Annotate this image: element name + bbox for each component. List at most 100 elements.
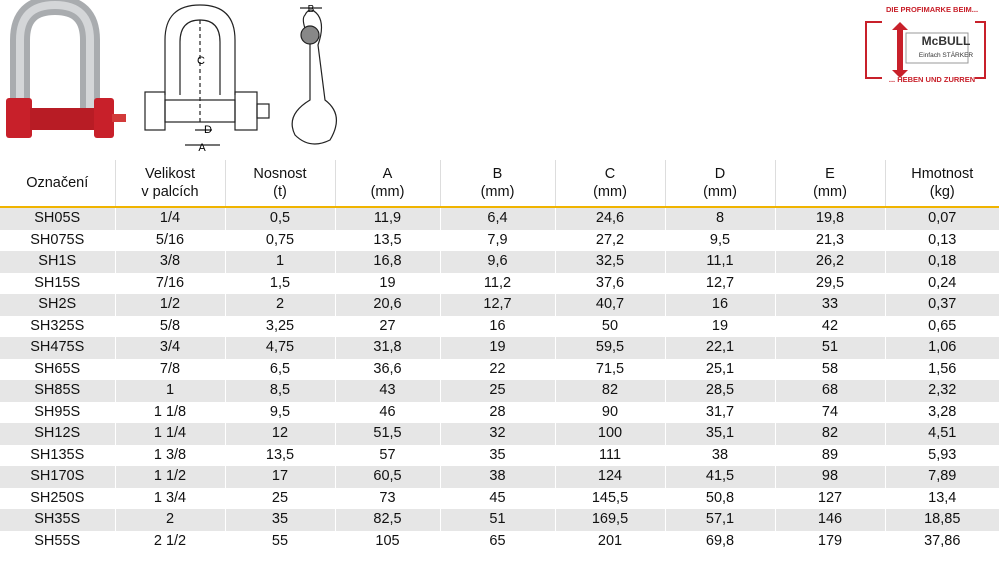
table-cell: 65: [439, 530, 555, 552]
table-cell: 13,5: [224, 444, 335, 466]
table-cell: 37,6: [554, 272, 665, 294]
table-cell: SH170S: [0, 466, 115, 488]
table-cell: SH85S: [0, 380, 115, 402]
table-cell: 82: [554, 380, 665, 402]
table-row: SH250S 1 3/4 25 73 45 145,5 50,8 127 13,4: [0, 487, 999, 509]
header-text: (mm): [593, 184, 627, 200]
header-cell: A (mm): [334, 160, 440, 208]
table-cell: 1: [114, 380, 225, 402]
header-text: (mm): [813, 184, 847, 200]
table-cell: SH05S: [0, 207, 115, 230]
header-cell: C (mm): [554, 160, 665, 208]
table-cell: 40,7: [554, 294, 665, 316]
table-cell: 32: [439, 423, 555, 445]
table-cell: 55: [224, 530, 335, 552]
table-cell: SH475S: [0, 337, 115, 359]
spec-table: Označení Velikost v palcích Nosnost (t) A (mm)…: [0, 160, 999, 552]
table-row: SH55S 2 1/2 55 105 65 201 69,8 179 37,86: [0, 530, 999, 552]
table-cell: 124: [554, 466, 665, 488]
table-cell: SH1S: [0, 251, 115, 273]
table-cell: 38: [664, 444, 775, 466]
header-text: (mm): [370, 184, 405, 200]
table-cell: 25,1: [664, 358, 775, 380]
table-cell: 82: [774, 423, 885, 445]
table-cell: 2,32: [884, 380, 999, 402]
table-cell: 0,13: [884, 229, 999, 251]
header-cell: B (mm): [439, 160, 555, 208]
table-cell: 3/4: [114, 337, 225, 359]
table-cell: 25: [224, 487, 335, 509]
table-cell: 35: [224, 509, 335, 531]
table-cell: 5/16: [114, 229, 225, 251]
shackle-photo: [6, 0, 126, 138]
table-cell: 105: [334, 530, 440, 552]
header-cell: D (mm): [664, 160, 775, 208]
header-text: D: [714, 166, 726, 182]
table-cell: 5,93: [884, 444, 999, 466]
table-cell: 46: [334, 401, 440, 423]
header-cell: Hmotnost (kg): [884, 160, 999, 208]
table-cell: 1 3/4: [114, 487, 225, 509]
logo-brand: McBULL: [922, 34, 971, 48]
table-cell: SH15S: [34, 274, 81, 291]
illustrations: C D A B DIE PROFIMARKE BEIM... McBULL Ei…: [6, 0, 986, 154]
table-cell: 1/2: [114, 294, 225, 316]
table-cell: 69,8: [664, 530, 775, 552]
table-cell: 1,5: [224, 272, 335, 294]
header-cell: Označení: [0, 160, 115, 208]
table-cell: 18,85: [884, 509, 999, 531]
table-cell: SH135S: [30, 446, 85, 463]
table-row: SH35S 2 35 82,5 51 169,5 57,1 146 18,85: [0, 509, 999, 531]
table-cell: 4,75: [224, 337, 335, 359]
table-cell: 0,07: [884, 207, 999, 230]
table-cell: 12: [224, 423, 335, 445]
table-cell: 50,8: [664, 487, 775, 509]
table-cell: 51,5: [334, 423, 440, 445]
table-cell: SH55S: [34, 532, 81, 549]
header-row: Označení Velikost v palcích Nosnost (t) A (mm)…: [0, 160, 999, 208]
table-cell: 2 1/2: [114, 530, 225, 552]
table-cell: 19: [664, 315, 775, 337]
table-cell: 127: [774, 487, 885, 509]
table-cell: 57: [334, 444, 440, 466]
table-cell: 26,2: [774, 251, 885, 273]
table-cell: 3,25: [224, 315, 335, 337]
table-cell: 51: [774, 337, 885, 359]
table-row: SH325S 5/8 3,25 27 16 50 19 42 0,65: [0, 315, 999, 337]
table-cell: 24,6: [554, 207, 665, 230]
table-cell: 36,6: [334, 358, 440, 380]
table-cell: 8,5: [224, 380, 335, 402]
table-cell: 1 3/8: [114, 444, 225, 466]
table-cell: 12,7: [439, 294, 555, 316]
table-cell: 2: [114, 509, 225, 531]
table-cell: 1 1/8: [114, 401, 225, 423]
table-cell: 51: [439, 509, 555, 531]
table-cell: 32,5: [554, 251, 665, 273]
table-cell: 0,18: [884, 251, 999, 273]
table-cell: 1,56: [884, 358, 999, 380]
table-cell: 7/16: [114, 272, 225, 294]
dimension-label: B: [308, 4, 315, 15]
table-cell: 27,2: [554, 229, 665, 251]
table-cell: 7,9: [439, 229, 555, 251]
table-cell: 35: [439, 444, 555, 466]
table-row: SH95S 1 1/8 9,5 46 28 90 31,7 74 3,28: [0, 401, 999, 423]
table-cell: 13,5: [334, 229, 440, 251]
table-cell: 16,8: [334, 251, 440, 273]
table-body: SH05S 1/4 0,5 11,9 6,4 24,6 8 19,8 0,07 SH075S 5/1…: [0, 207, 999, 552]
table-cell: 38: [439, 466, 555, 488]
table-cell: 20,6: [334, 294, 440, 316]
table-cell: 27: [334, 315, 440, 337]
table-cell: 7/8: [114, 358, 225, 380]
table-cell: 33: [774, 294, 885, 316]
table-cell: 22: [439, 358, 555, 380]
table-cell: SH95S: [34, 403, 81, 420]
table-cell: 1: [224, 251, 335, 273]
table-cell: 5/8: [114, 315, 225, 337]
header-text: Velikost: [145, 166, 195, 182]
table-cell: SH65S: [34, 360, 81, 377]
table-row: SH05S 1/4 0,5 11,9 6,4 24,6 8 19,8 0,07: [0, 207, 999, 230]
table-cell: 2: [224, 294, 335, 316]
table-cell: 12,7: [664, 272, 775, 294]
